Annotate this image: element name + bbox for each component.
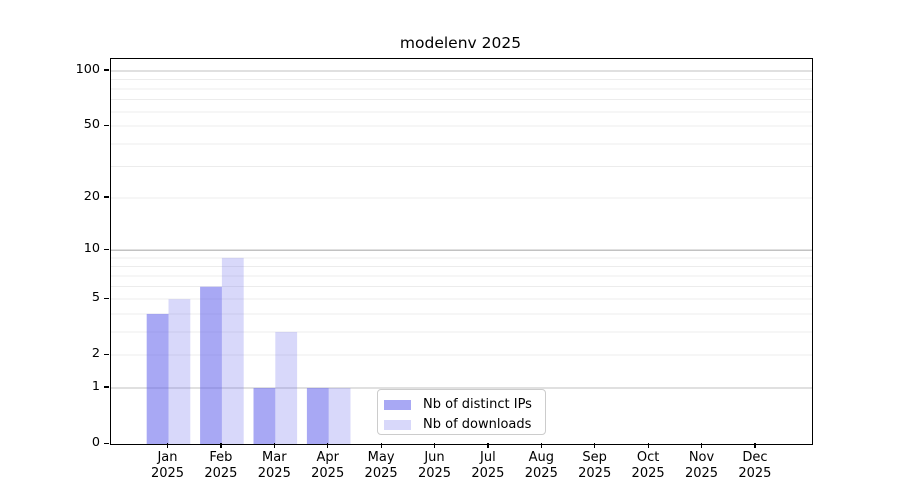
bar-nb-of-downloads xyxy=(275,331,298,444)
y-tick-label: 20 xyxy=(83,188,100,204)
x-tick-mark xyxy=(754,443,756,448)
y-tick-mark xyxy=(104,297,109,299)
x-tick-label: May 2025 xyxy=(364,450,398,481)
x-tick-mark xyxy=(594,443,596,448)
plot-canvas xyxy=(111,70,812,444)
x-tick-mark xyxy=(380,443,382,448)
x-tick-label: Apr 2025 xyxy=(311,450,345,481)
x-tick-mark xyxy=(167,443,169,448)
y-tick-label: 50 xyxy=(83,117,100,133)
bar-nb-of-downloads xyxy=(328,387,351,444)
y-tick-mark xyxy=(104,386,109,388)
legend-color-swatch xyxy=(384,400,411,410)
x-tick-mark xyxy=(540,443,542,448)
x-tick-mark xyxy=(273,443,275,448)
x-tick-mark xyxy=(647,443,649,448)
y-tick-label: 0 xyxy=(91,435,100,450)
y-tick-mark xyxy=(104,442,109,444)
bar-nb-of-distinct-ips xyxy=(146,313,169,444)
y-tick-mark xyxy=(104,248,109,250)
x-tick-label: Sep 2025 xyxy=(578,450,612,481)
bar-nb-of-distinct-ips xyxy=(200,286,222,444)
chart-title: modelenv 2025 xyxy=(399,34,522,52)
x-tick-label: Jul 2025 xyxy=(471,450,505,481)
x-tick-label: Jan 2025 xyxy=(150,450,185,481)
y-tick-label: 2 xyxy=(91,346,100,362)
y-tick-label: 5 xyxy=(91,290,100,306)
x-tick-label: Nov 2025 xyxy=(684,450,719,481)
x-tick-label: Aug 2025 xyxy=(524,450,558,481)
plot-area xyxy=(110,58,813,445)
y-tick-mark xyxy=(104,196,109,198)
legend-label: Nb of distinct IPs xyxy=(423,397,532,412)
x-tick-mark xyxy=(701,443,703,448)
y-tick-mark xyxy=(104,124,109,126)
x-tick-label: Oct 2025 xyxy=(631,450,665,481)
legend-label: Nb of downloads xyxy=(423,417,532,432)
x-tick-label: Jun 2025 xyxy=(417,450,452,481)
bar-nb-of-distinct-ips xyxy=(253,387,276,444)
y-tick-label: 1 xyxy=(91,378,100,394)
y-tick-label: 10 xyxy=(83,241,100,257)
legend-item: Nb of distinct IPs xyxy=(384,397,536,413)
x-tick-label: Feb 2025 xyxy=(204,450,238,481)
x-tick-mark xyxy=(220,443,222,448)
legend-color-swatch xyxy=(384,420,411,430)
x-tick-mark xyxy=(434,443,436,448)
x-tick-mark xyxy=(487,443,489,448)
legend-item: Nb of downloads xyxy=(384,417,536,433)
bar-nb-of-downloads xyxy=(168,299,191,444)
bar-nb-of-downloads xyxy=(221,257,244,444)
x-tick-label: Dec 2025 xyxy=(738,450,772,481)
bar-nb-of-distinct-ips xyxy=(306,387,329,444)
legend: Nb of distinct IPs Nb of downloads xyxy=(377,389,546,435)
x-tick-mark xyxy=(327,443,329,448)
y-tick-label: 100 xyxy=(75,61,100,77)
y-tick-mark xyxy=(104,353,109,355)
y-tick-mark xyxy=(104,69,109,71)
x-tick-label: Mar 2025 xyxy=(257,450,291,481)
